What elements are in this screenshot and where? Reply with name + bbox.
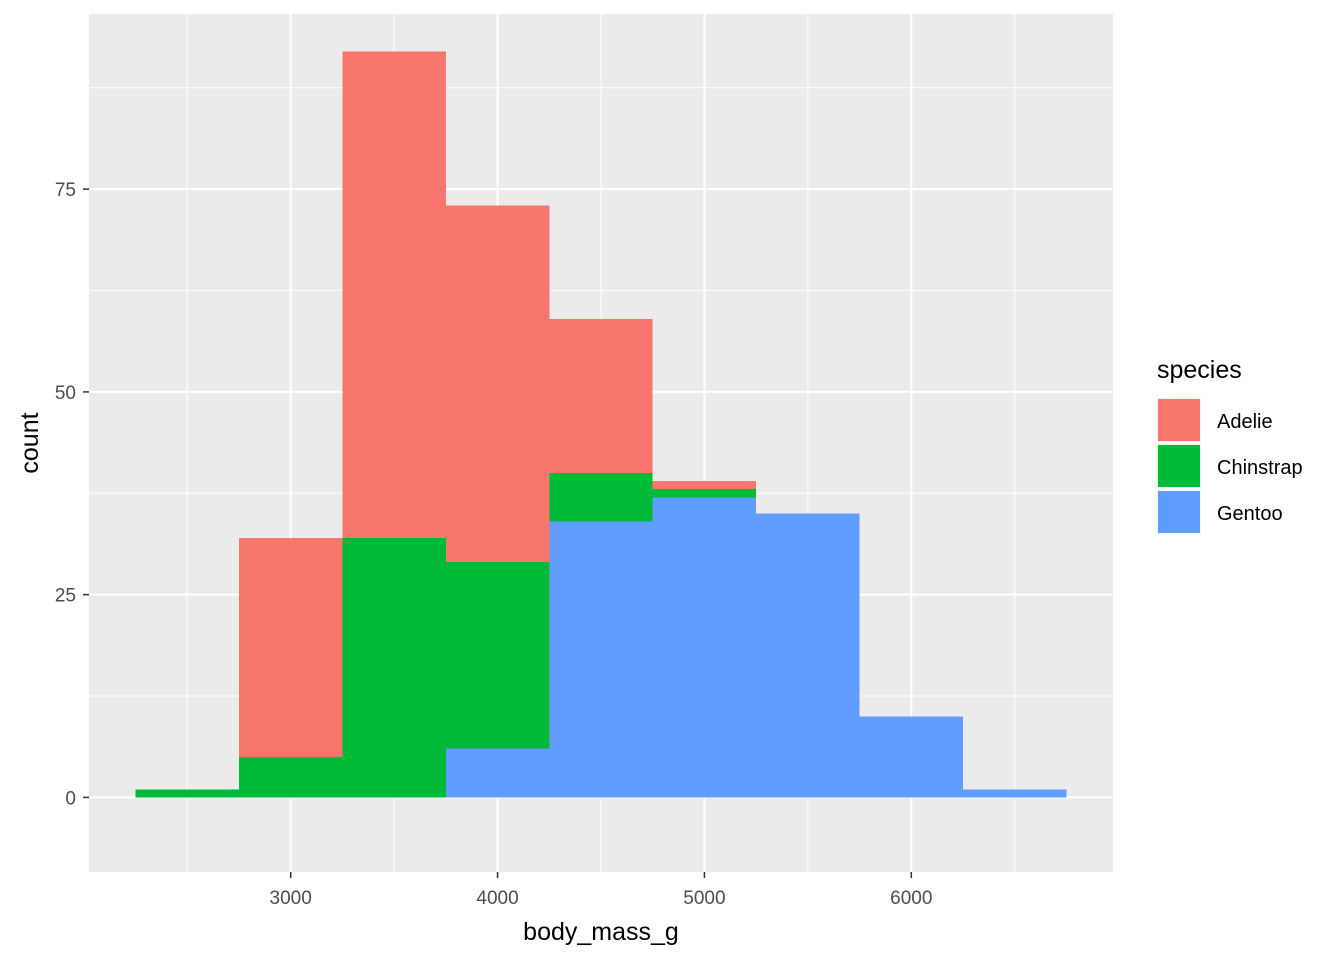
legend-swatch-chinstrap: [1158, 445, 1200, 487]
bar-adelie: [342, 51, 446, 538]
legend-label-adelie: Adelie: [1217, 411, 1273, 433]
bar-chinstrap: [135, 789, 239, 798]
bar-adelie: [549, 318, 653, 474]
histogram-bars: [135, 51, 1067, 798]
x-axis-title: body_mass_g: [523, 918, 679, 946]
bar-chinstrap: [652, 489, 757, 498]
bar-chinstrap: [445, 562, 550, 749]
bar-adelie: [652, 481, 757, 490]
legend: species Adelie Chinstrap Gentoo: [1157, 356, 1303, 534]
bar-gentoo: [445, 748, 550, 798]
bar-gentoo: [963, 789, 1067, 798]
y-tick-label: 50: [55, 383, 76, 404]
legend-title: species: [1157, 356, 1242, 384]
x-tick-label: 3000: [270, 888, 312, 909]
legend-swatch-gentoo: [1158, 491, 1200, 533]
bar-adelie: [445, 205, 550, 563]
legend-label-gentoo: Gentoo: [1217, 503, 1283, 525]
legend-swatch-adelie: [1158, 399, 1200, 441]
bar-gentoo: [859, 716, 964, 798]
x-tick-label: 6000: [890, 888, 932, 909]
y-tick-label: 0: [65, 788, 76, 809]
y-tick-label: 25: [55, 586, 76, 607]
bar-gentoo: [756, 513, 860, 798]
x-tick-label: 5000: [683, 888, 725, 909]
y-tick-label: 75: [55, 180, 76, 201]
y-axis-title: count: [16, 412, 44, 473]
bar-chinstrap: [342, 537, 446, 798]
axes: 3000 4000 5000 6000 0 25 50 75: [55, 180, 933, 909]
bar-chinstrap: [549, 473, 653, 522]
legend-label-chinstrap: Chinstrap: [1217, 457, 1303, 479]
bar-adelie: [238, 537, 343, 757]
legend-items: Adelie Chinstrap Gentoo: [1157, 398, 1303, 534]
bar-gentoo: [549, 521, 653, 798]
bar-gentoo: [652, 497, 757, 798]
x-tick-label: 4000: [476, 888, 518, 909]
bar-chinstrap: [238, 756, 343, 798]
